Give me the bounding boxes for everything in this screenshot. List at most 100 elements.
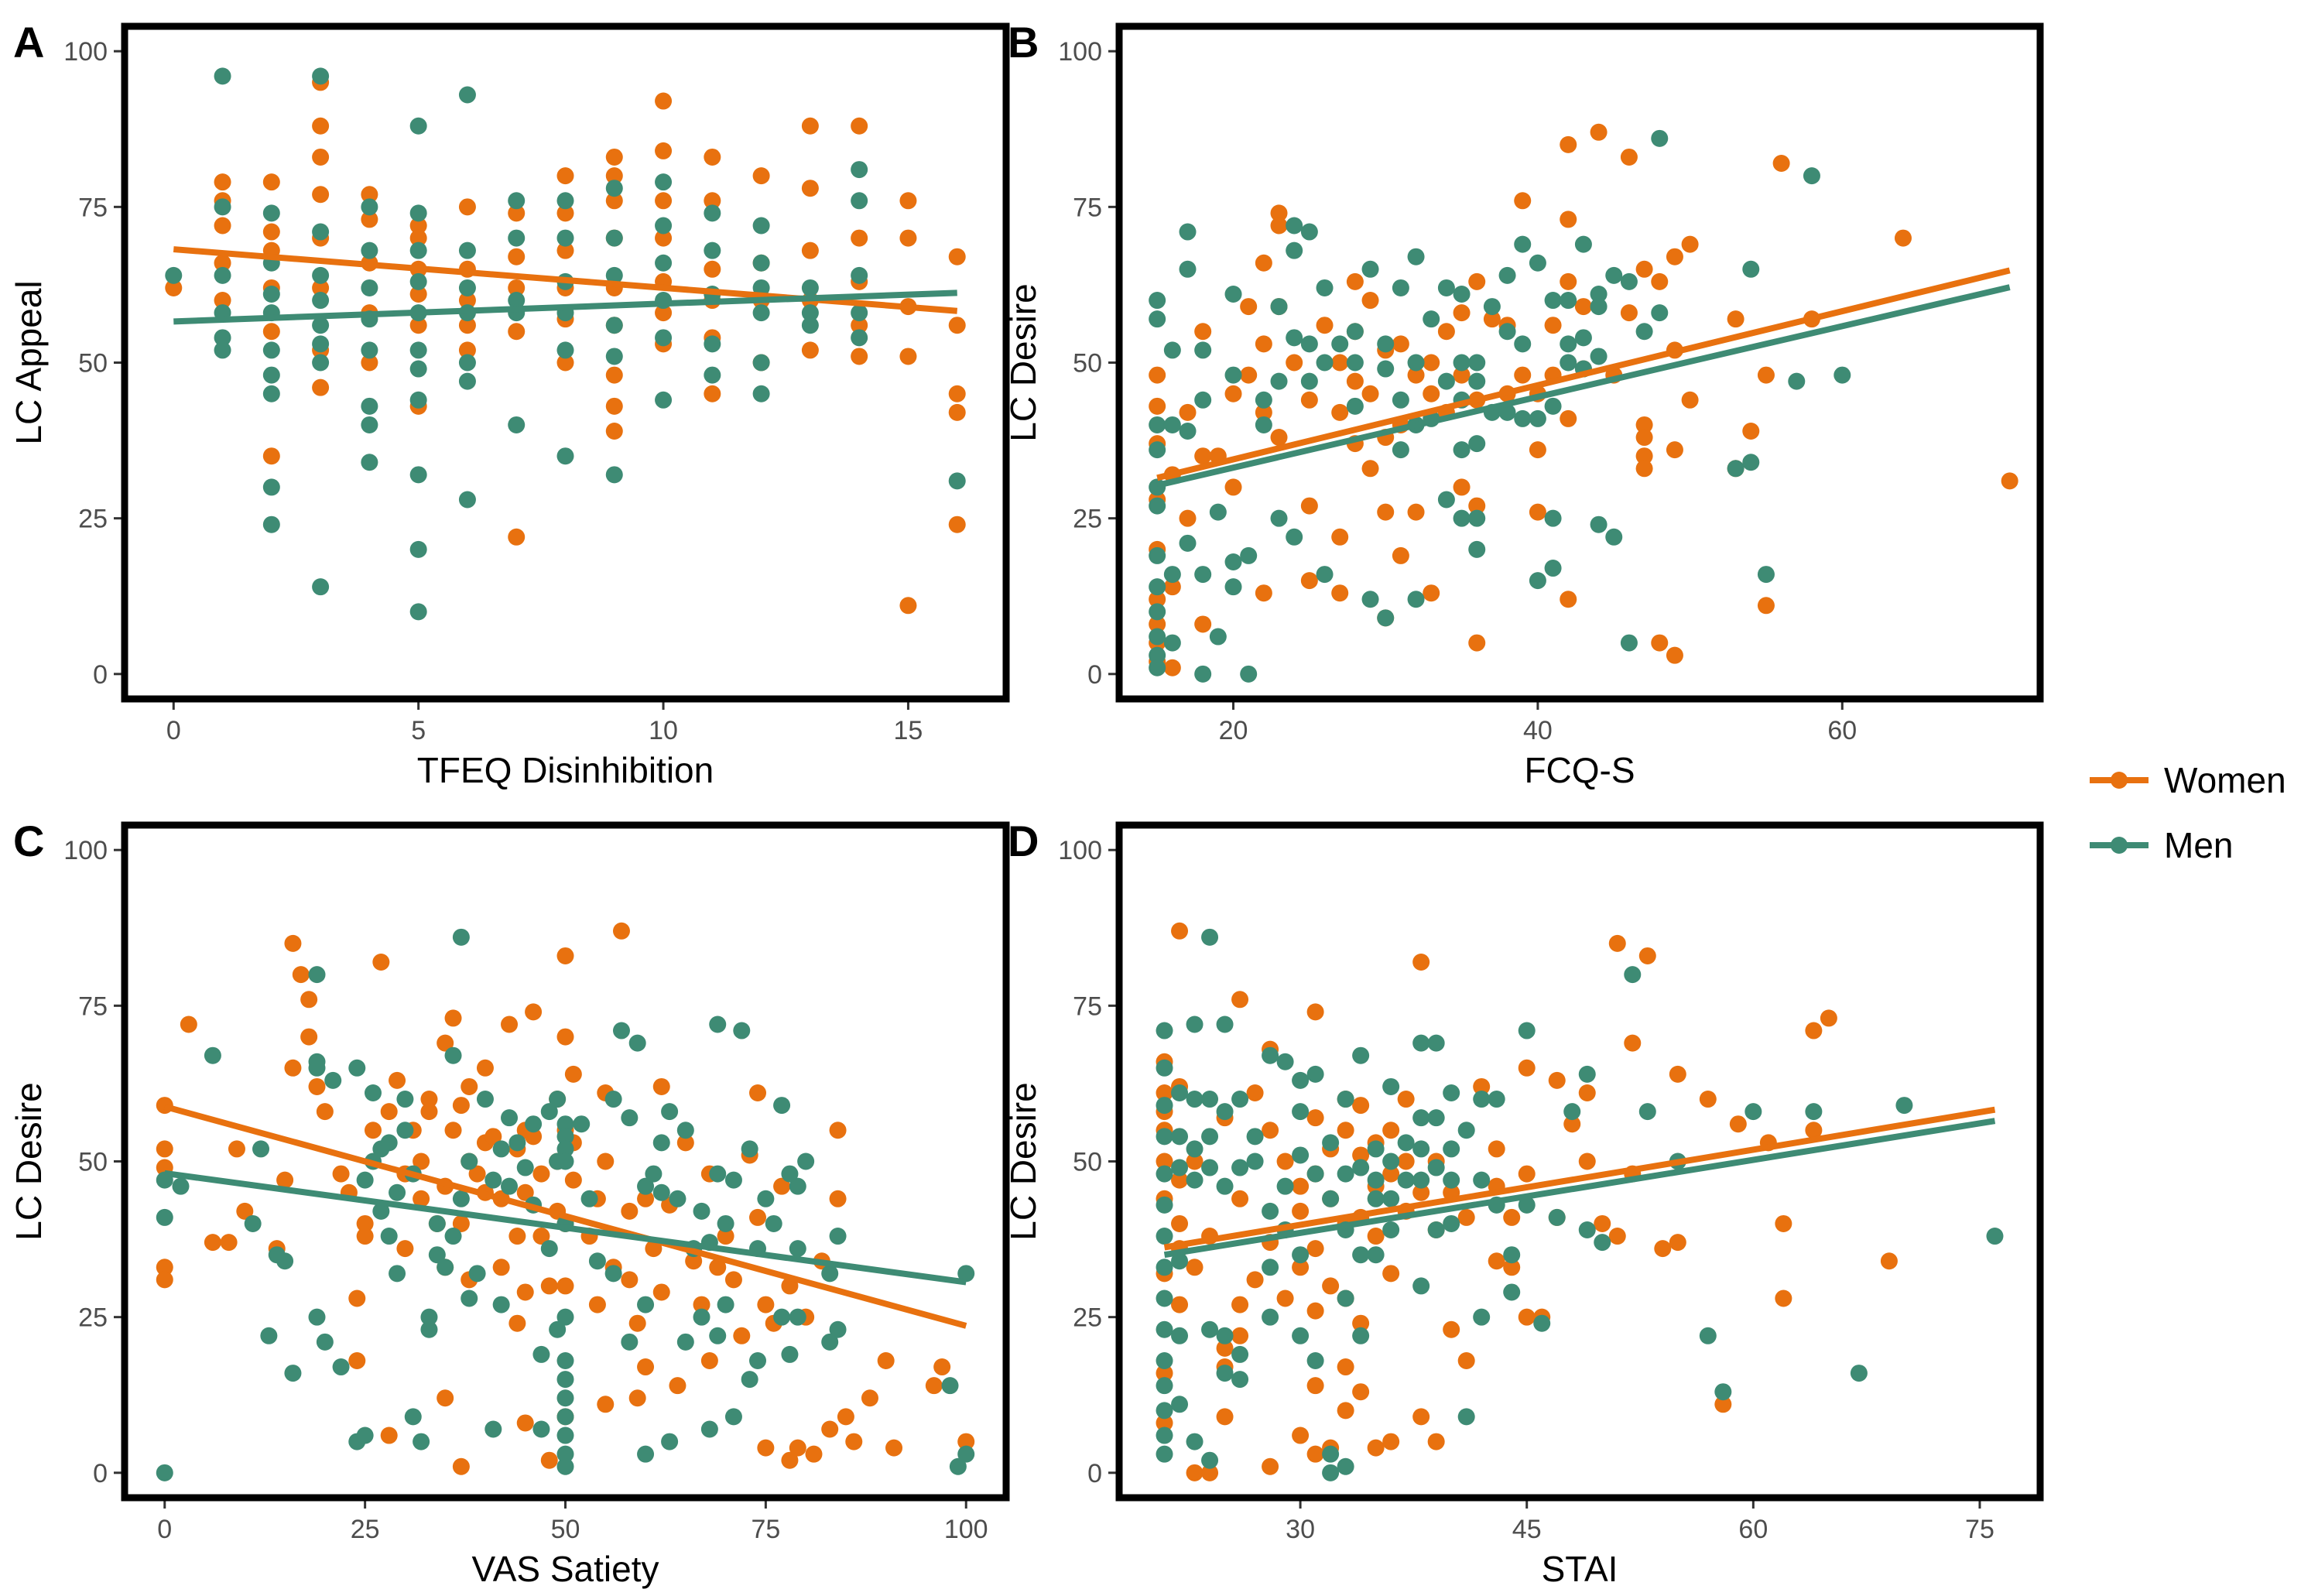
point-men xyxy=(1286,217,1303,235)
point-men xyxy=(1276,1177,1294,1195)
x-tick-label: 0 xyxy=(157,1515,172,1544)
point-men xyxy=(1201,1128,1219,1146)
point-women xyxy=(1156,1084,1173,1101)
point-men xyxy=(1322,1190,1340,1207)
point-women xyxy=(1156,1152,1173,1170)
point-men xyxy=(409,540,427,558)
point-men xyxy=(1156,1289,1173,1307)
point-men xyxy=(765,1214,782,1232)
point-women xyxy=(1331,584,1349,602)
y-tick-label: 0 xyxy=(93,1459,108,1488)
point-women xyxy=(292,966,310,984)
point-women xyxy=(312,148,330,166)
point-men xyxy=(1156,1320,1173,1338)
point-women xyxy=(508,204,526,222)
point-men xyxy=(1322,1134,1340,1152)
y-tick-label: 50 xyxy=(1073,1148,1102,1177)
point-men xyxy=(752,385,770,402)
trend-line-women xyxy=(163,1103,967,1329)
point-women xyxy=(525,1003,543,1021)
point-men xyxy=(1352,1046,1370,1064)
point-men xyxy=(556,229,574,247)
point-women xyxy=(380,1426,398,1444)
point-women xyxy=(1240,366,1258,384)
point-men xyxy=(458,86,476,104)
point-men xyxy=(1473,1171,1491,1189)
point-men xyxy=(214,329,231,347)
x-tick-label: 5 xyxy=(411,716,426,745)
point-men xyxy=(172,1177,190,1195)
point-men xyxy=(214,266,231,284)
point-men xyxy=(1503,1246,1521,1264)
point-men xyxy=(652,1134,670,1152)
point-women xyxy=(1382,1433,1400,1450)
point-women xyxy=(532,1228,550,1245)
point-men xyxy=(1412,1034,1430,1052)
point-men xyxy=(1306,1165,1324,1183)
point-women xyxy=(1186,1152,1204,1170)
point-women xyxy=(556,241,574,259)
point-women xyxy=(605,397,623,415)
point-men xyxy=(1803,167,1820,185)
point-men xyxy=(1201,928,1219,946)
point-men xyxy=(508,292,526,310)
y-tick-label: 50 xyxy=(1073,349,1102,378)
y-tick-label: 0 xyxy=(93,660,108,690)
point-women xyxy=(1149,591,1166,608)
point-women xyxy=(801,117,819,135)
point-women xyxy=(284,1059,302,1077)
point-men xyxy=(1590,515,1608,533)
point-women xyxy=(1306,1109,1324,1127)
point-men xyxy=(1352,1159,1370,1176)
point-women xyxy=(508,323,526,341)
point-men xyxy=(637,1177,655,1195)
point-women xyxy=(829,1122,847,1139)
point-men xyxy=(1156,1351,1173,1369)
point-men xyxy=(1300,223,1318,241)
point-men xyxy=(1149,628,1166,646)
point-men xyxy=(1194,566,1212,584)
point-men xyxy=(655,391,673,409)
point-men xyxy=(1300,372,1318,390)
point-women xyxy=(1179,403,1197,421)
x-tick-label: 40 xyxy=(1523,716,1553,745)
point-women xyxy=(1231,1296,1249,1313)
point-women xyxy=(1635,416,1653,433)
point-women xyxy=(348,1351,366,1369)
trend-line-women xyxy=(1156,267,2011,481)
point-men xyxy=(1503,1283,1521,1301)
point-men xyxy=(1457,1408,1475,1426)
point-men xyxy=(733,1022,751,1039)
point-women xyxy=(220,1234,238,1252)
point-men xyxy=(752,354,770,372)
point-men xyxy=(655,173,673,191)
point-women xyxy=(1514,366,1532,384)
point-men xyxy=(709,1015,727,1033)
point-women xyxy=(837,1408,854,1426)
point-men xyxy=(1635,323,1653,341)
point-women xyxy=(1337,1358,1354,1376)
point-men xyxy=(396,1091,414,1108)
point-men xyxy=(612,1022,630,1039)
point-men xyxy=(1427,1221,1445,1239)
point-women xyxy=(1666,248,1683,265)
y-axis-title: LC Desire xyxy=(1003,283,1043,442)
point-men xyxy=(1231,1159,1249,1176)
point-men xyxy=(409,360,427,378)
point-men xyxy=(1757,566,1775,584)
point-men xyxy=(156,1208,173,1226)
point-men xyxy=(1156,1128,1173,1146)
point-women xyxy=(1331,528,1349,546)
point-women xyxy=(1651,634,1669,652)
point-men xyxy=(1156,1059,1173,1077)
panel-frame xyxy=(121,821,1010,1502)
point-men xyxy=(1270,509,1288,527)
point-men xyxy=(409,204,427,222)
point-women xyxy=(516,1283,534,1301)
point-women xyxy=(1367,1228,1385,1245)
point-men xyxy=(1171,1159,1189,1176)
point-men xyxy=(749,1351,767,1369)
x-tick-label: 60 xyxy=(1738,1515,1768,1544)
point-men xyxy=(1179,260,1197,278)
point-men xyxy=(1186,1015,1204,1033)
